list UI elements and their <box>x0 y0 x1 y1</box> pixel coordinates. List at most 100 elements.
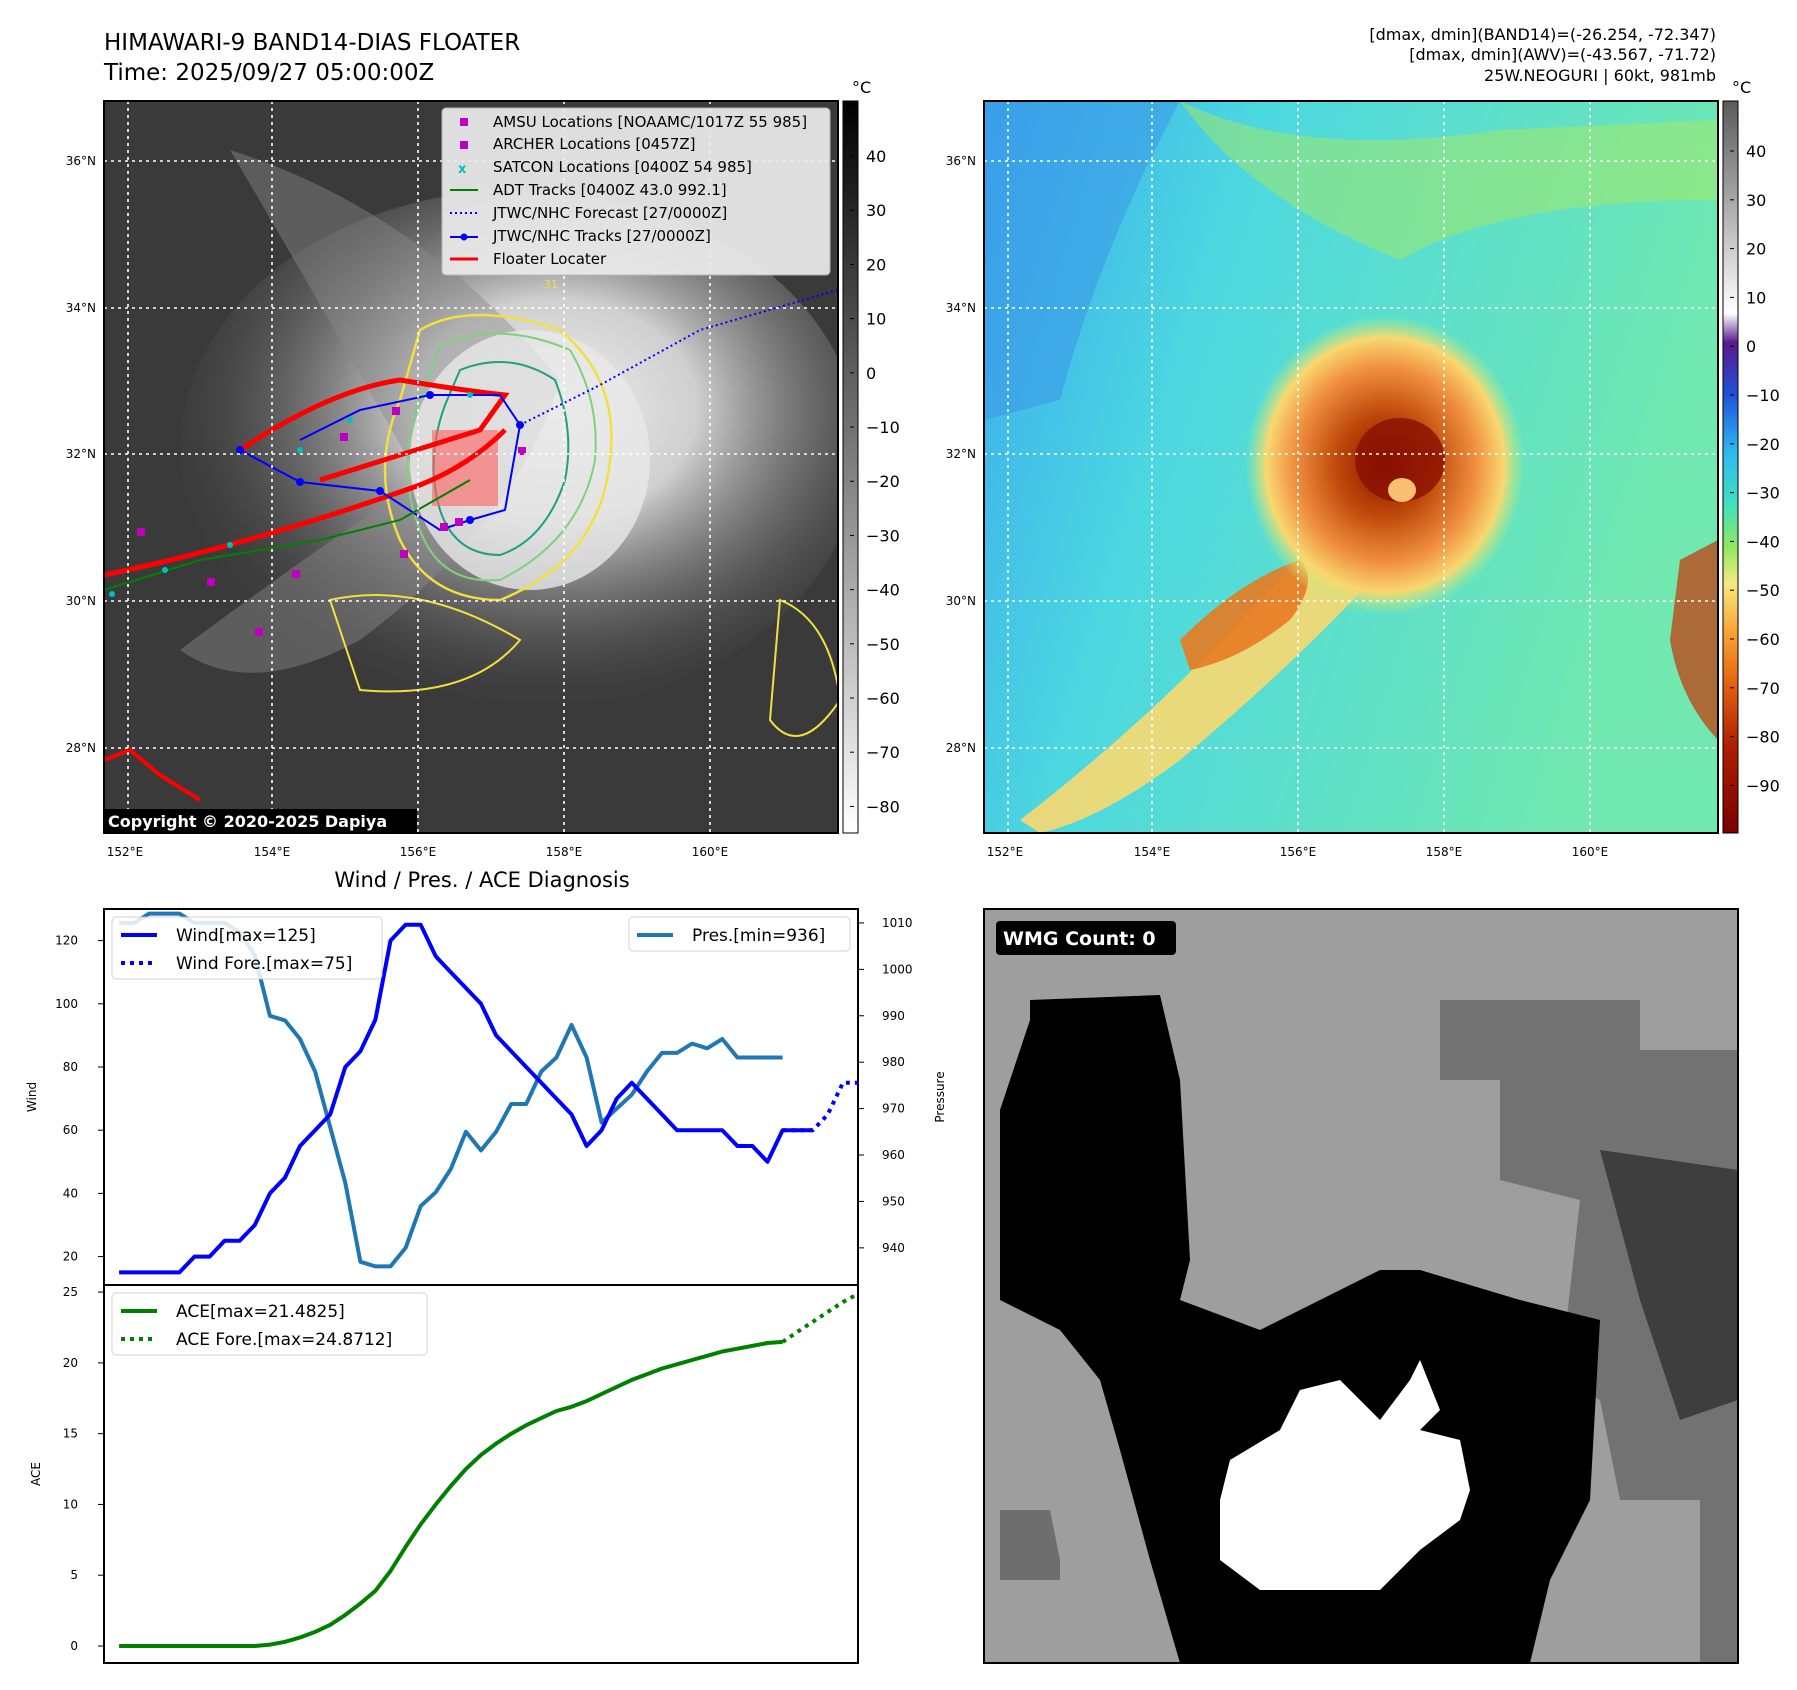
color-map-frame <box>983 100 1719 834</box>
colorbar-tick-label: −20 <box>1746 435 1780 454</box>
floater-track-north <box>238 377 510 483</box>
diagnosis-title: Wind / Pres. / ACE Diagnosis <box>334 868 629 892</box>
colorbar-unit: °C <box>1732 78 1751 97</box>
contour-label: -31 <box>540 278 558 291</box>
pressure-tick-label: 970 <box>882 1102 905 1116</box>
ace-legend: ACE[max=21.4825] ACE Fore.[max=24.8712] <box>111 1292 428 1356</box>
colorbar-tick-label: 10 <box>866 310 886 329</box>
wind-forecast-line <box>782 1080 858 1133</box>
moist-band <box>1180 101 1718 260</box>
wmg-label-box <box>996 921 1176 955</box>
lat-label: 32°N <box>66 447 96 461</box>
pressure-tick-label: 990 <box>882 1009 905 1023</box>
contour-east <box>768 598 838 737</box>
contour-band <box>328 594 522 693</box>
ace-tick-label: 5 <box>70 1568 78 1582</box>
info-line-2: [dmax, dmin](AWV)=(-43.567, -71.72) <box>1409 45 1716 64</box>
ace-chart: 0 5 10 15 20 25 ACE ACE[max=21.4825] ACE Fore… <box>29 1284 859 1664</box>
ir-colorbar: °C 40 30 20 10 0 −10 −20 −30 −40 −50 −60 −70 −80 <box>842 78 900 834</box>
wmg-gray-patch <box>1000 1510 1060 1580</box>
ace-line <box>119 1339 783 1648</box>
wind-tick-label: 80 <box>63 1060 78 1074</box>
info-line-1: [dmax, dmin](BAND14)=(-26.254, -72.347) <box>1369 25 1716 44</box>
lon-label: 158°E <box>546 845 583 859</box>
jtwc-track <box>239 394 522 532</box>
wmg-dark-region <box>1600 1150 1738 1420</box>
legend-forecast: JTWC/NHC Forecast [27/0000Z] <box>492 204 727 222</box>
legend-wind-fore: Wind Fore.[max=75] <box>176 954 352 974</box>
wind-tick-label: 20 <box>63 1250 78 1264</box>
wind-line <box>119 922 813 1275</box>
convection-east <box>1670 540 1718 740</box>
ace-tick-label: 20 <box>63 1356 78 1370</box>
lat-label: 28°N <box>66 741 96 755</box>
wmg-count-label: WMG Count: 0 <box>1003 928 1156 950</box>
lat-label: 36°N <box>66 154 96 168</box>
colorbar-tick-label: −60 <box>1746 630 1780 649</box>
colorbar-tick-label: 30 <box>1746 191 1766 210</box>
colorbar-tick-label: −60 <box>866 689 900 708</box>
colorbar-tick-label: −70 <box>866 743 900 762</box>
colorbar-tick-label: 0 <box>866 364 876 383</box>
wind-legend: Wind[max=125] Wind Fore.[max=75] Pres.[m… <box>111 916 851 980</box>
ace-forecast-line <box>781 1292 859 1344</box>
info-line-3: 25W.NEOGURI | 60kt, 981mb <box>1484 66 1716 85</box>
contour-middle <box>406 332 597 582</box>
colorbar-gradient <box>842 100 859 834</box>
lon-label: 160°E <box>692 845 729 859</box>
rain-band-core <box>1180 560 1308 670</box>
ir-map-lon-labels: 152°E 154°E 156°E 158°E 160°E <box>107 845 729 859</box>
pressure-tick-label: 960 <box>882 1148 905 1162</box>
wmg-frame <box>983 908 1739 1664</box>
wind-axis-label: Wind <box>25 1082 39 1112</box>
lat-label: 34°N <box>946 301 976 315</box>
colorbar-tick-label: 20 <box>1746 240 1766 259</box>
ir-map-legend: AMSU Locations [NOAAMC/1017Z 55 985] ARC… <box>441 107 831 276</box>
colorbar-tick-label: 10 <box>1746 288 1766 307</box>
ace-tick-label: 25 <box>63 1285 78 1299</box>
ir-map-frame <box>103 100 839 834</box>
lon-label: 152°E <box>107 845 144 859</box>
ace-axis-label: ACE <box>29 1462 43 1486</box>
color-map-lon-labels: 152°E 154°E 156°E 158°E 160°E <box>987 845 1609 859</box>
legend-floater: Floater Locater <box>493 250 607 268</box>
title-line-2: Time: 2025/09/27 05:00:00Z <box>103 60 434 86</box>
colorbar-tick-label: −10 <box>1746 386 1780 405</box>
satcon-points <box>109 392 473 597</box>
lon-label: 156°E <box>400 845 437 859</box>
colorbar-tick-label: −50 <box>866 635 900 654</box>
legend-archer: ARCHER Locations [0457Z] <box>493 135 696 153</box>
legend-pres: Pres.[min=936] <box>692 926 825 946</box>
legend-tracks: JTWC/NHC Tracks [27/0000Z] <box>492 227 711 245</box>
lon-label: 156°E <box>1280 845 1317 859</box>
jtwc-forecast <box>519 289 838 426</box>
colorbar-tick-label: 20 <box>866 255 886 274</box>
colorbar-tick-label: −80 <box>1746 728 1780 747</box>
legend-marker-archer <box>460 141 468 149</box>
storm-center <box>1355 418 1445 502</box>
colorbar-tick-label: −50 <box>1746 581 1780 600</box>
lat-label: 34°N <box>66 301 96 315</box>
colorbar-tick-label: 40 <box>1746 142 1766 161</box>
jtwc-track-points <box>236 391 524 524</box>
legend-amsu: AMSU Locations [NOAAMC/1017Z 55 985] <box>493 113 807 131</box>
wmg-white-region <box>1220 1360 1470 1590</box>
ir-map-lat-labels: 36°N 34°N 32°N 30°N 28°N <box>66 154 96 755</box>
colorbar-tick-label: −30 <box>1746 484 1780 503</box>
legend-satcon: SATCON Locations [0400Z 54 985] <box>493 158 752 176</box>
ace-tick-label: 15 <box>63 1427 78 1441</box>
dry-slot <box>984 101 1180 420</box>
colorbar-tick-label: −40 <box>866 581 900 600</box>
wmg-panel: WMG Count: 0 <box>983 908 1739 1664</box>
amsu-archer-points <box>137 407 526 636</box>
lat-label: 32°N <box>946 447 976 461</box>
ace-tick-label: 0 <box>70 1639 78 1653</box>
legend-marker-tracks-dot <box>460 233 468 241</box>
wind-pressure-chart: 20 40 60 80 100 120 940 950 960 970 980 990 1000 1010… <box>25 908 947 1286</box>
colorbar-tick-label: −90 <box>1746 776 1780 795</box>
lon-label: 154°E <box>254 845 291 859</box>
lat-label: 28°N <box>946 741 976 755</box>
pressure-tick-label: 1010 <box>882 916 913 930</box>
legend-wind: Wind[max=125] <box>176 926 316 946</box>
